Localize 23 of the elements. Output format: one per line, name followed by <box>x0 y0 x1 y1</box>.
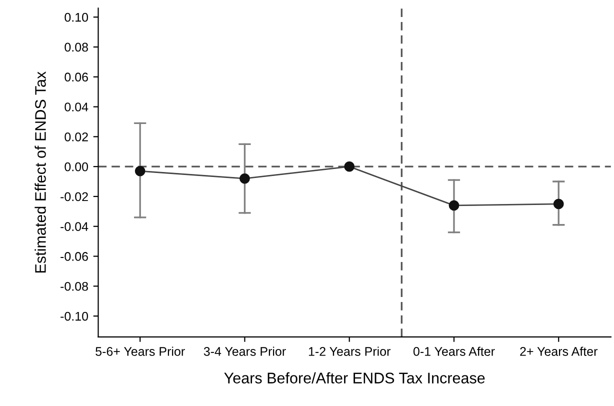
y-tick-label: -0.04 <box>60 222 88 232</box>
x-tick-label: 1-2 Years Prior <box>308 346 390 356</box>
y-tick-label: -0.10 <box>60 312 88 321</box>
point <box>553 198 564 210</box>
x-axis-title: Years Before/After ENDS Tax Increase <box>224 372 485 384</box>
y-tick-label: -0.08 <box>60 282 88 291</box>
y-tick-label: 0.02 <box>64 132 88 142</box>
point <box>448 200 460 211</box>
point <box>240 173 250 184</box>
point <box>344 161 355 172</box>
point <box>134 166 146 176</box>
x-tick-label: 0-1 Years After <box>413 346 495 356</box>
y-axis-title: Estimated Effect of ENDS Tax <box>34 72 46 272</box>
y-tick-label: -0.06 <box>60 252 88 261</box>
y-tick-label: 0.08 <box>64 42 88 52</box>
x-tick-label: 2+ Years After <box>520 346 598 356</box>
y-tick-label: 0.06 <box>64 72 88 82</box>
x-tick-label: 5-6+ Years Prior <box>96 346 185 356</box>
y-tick-label: 0.10 <box>64 12 88 22</box>
x-tick-label: 3-4 Years Prior <box>204 346 286 356</box>
y-tick-label: 0.04 <box>64 102 88 112</box>
y-tick-label: -0.02 <box>60 192 88 202</box>
y-tick-label: 0.00 <box>64 162 88 172</box>
